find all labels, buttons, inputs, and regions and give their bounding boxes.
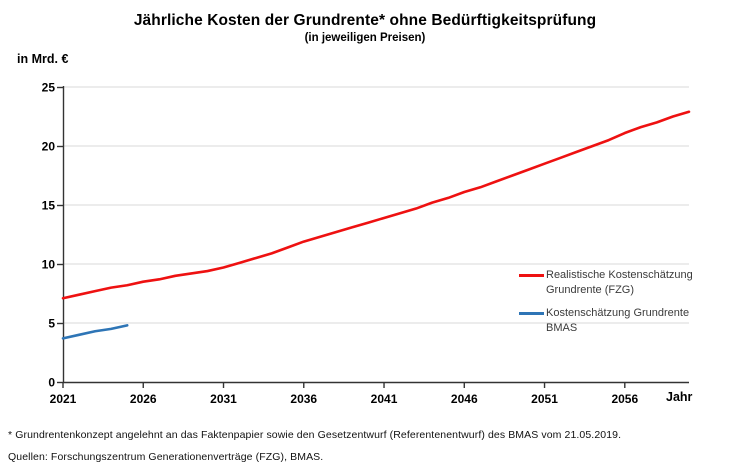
y-axis-unit-label: in Mrd. € [17,52,69,66]
chart-header: Jährliche Kosten der Grundrente* ohne Be… [0,12,730,44]
y-tick-label: 25 [42,81,56,95]
y-tick-label: 10 [42,258,56,272]
x-axis-unit-label: Jahr [666,390,693,404]
x-tick-label: 2051 [531,392,558,406]
footnote-sources: Quellen: Forschungszentrum Generationenv… [8,451,324,463]
x-tick-label: 2036 [290,392,317,406]
legend-label-fzg: Realistische Kostenschätzung Grundrente … [546,269,693,296]
y-tick-label: 5 [48,317,55,331]
chart-title: Jährliche Kosten der Grundrente* ohne Be… [133,12,597,29]
legend-item-fzg: Realistische Kostenschätzung Grundrente … [519,268,725,297]
x-tick-label: 2056 [611,392,638,406]
y-tick-label: 0 [48,376,55,390]
legend-line-swatch-bmas [519,312,544,316]
x-tick-label: 2041 [371,392,398,406]
chart-subtitle: (in jeweiligen Preisen) [304,32,426,44]
series-line-bmas [61,324,129,340]
legend-line-swatch-fzg [519,274,544,277]
x-tick-label: 2026 [130,392,157,406]
legend-label-bmas: Kostenschätzung Grundrente BMAS [546,307,690,334]
y-tick-label: 20 [42,140,56,154]
legend: Realistische Kostenschätzung Grundrente … [519,268,725,344]
x-tick-label: 2021 [50,392,77,406]
series-line-fzg [61,110,691,300]
y-tick-label: 15 [42,199,56,213]
legend-item-bmas: Kostenschätzung Grundrente BMAS [519,306,725,335]
x-tick-label: 2031 [210,392,237,406]
footnote-asterisk: * Grundrentenkonzept angelehnt an das Fa… [8,429,622,441]
x-tick-label: 2046 [451,392,478,406]
